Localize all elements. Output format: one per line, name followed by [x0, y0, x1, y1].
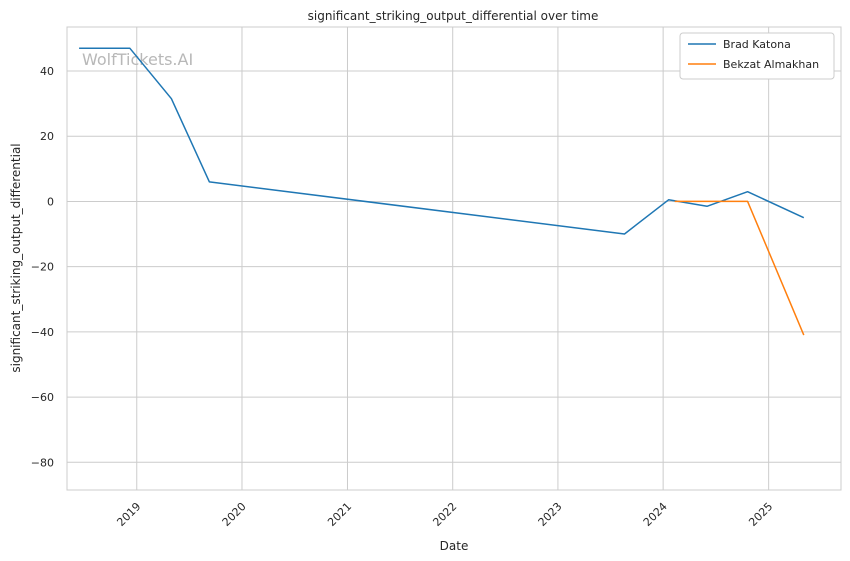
x-tick-label-2025: 2025 — [746, 500, 775, 529]
x-tick-label-2022: 2022 — [430, 500, 459, 529]
y-tick-labels: 40 20 0 −20 −40 −60 −80 — [31, 65, 54, 469]
y-tick-label--40: −40 — [31, 326, 54, 339]
x-axis-label: Date — [440, 539, 469, 553]
y-tick-label-40: 40 — [40, 65, 54, 78]
y-axis-label: significant_striking_output_differential — [9, 143, 23, 372]
watermark: WolfTickets.AI — [82, 50, 193, 69]
x-tick-label-2021: 2021 — [325, 500, 354, 529]
legend-label-brad-katona: Brad Katona — [723, 38, 791, 51]
y-tick-label-0: 0 — [47, 195, 54, 208]
series-line-bekzat-almakhan — [674, 200, 805, 336]
x-tick-label-2019: 2019 — [114, 500, 143, 529]
plot-area — [66, 26, 842, 491]
x-tick-label-2024: 2024 — [641, 500, 670, 529]
legend: Brad Katona Bekzat Almakhan — [679, 32, 835, 80]
series-line-brad-katona — [79, 47, 805, 235]
y-tick-label--80: −80 — [31, 456, 54, 469]
legend-box — [679, 32, 835, 80]
x-tick-label-2023: 2023 — [536, 500, 565, 529]
x-tick-labels: 2019 2020 2021 2022 2023 2024 2025 — [114, 500, 775, 529]
legend-label-bekzat-almakhan: Bekzat Almakhan — [723, 58, 819, 71]
y-tick-label--20: −20 — [31, 261, 54, 274]
y-tick-label-20: 20 — [40, 130, 54, 143]
y-tick-label--60: −60 — [31, 391, 54, 404]
chart-title: significant_striking_output_differential… — [308, 9, 599, 23]
x-tick-label-2020: 2020 — [220, 500, 249, 529]
series-lines — [79, 47, 805, 336]
